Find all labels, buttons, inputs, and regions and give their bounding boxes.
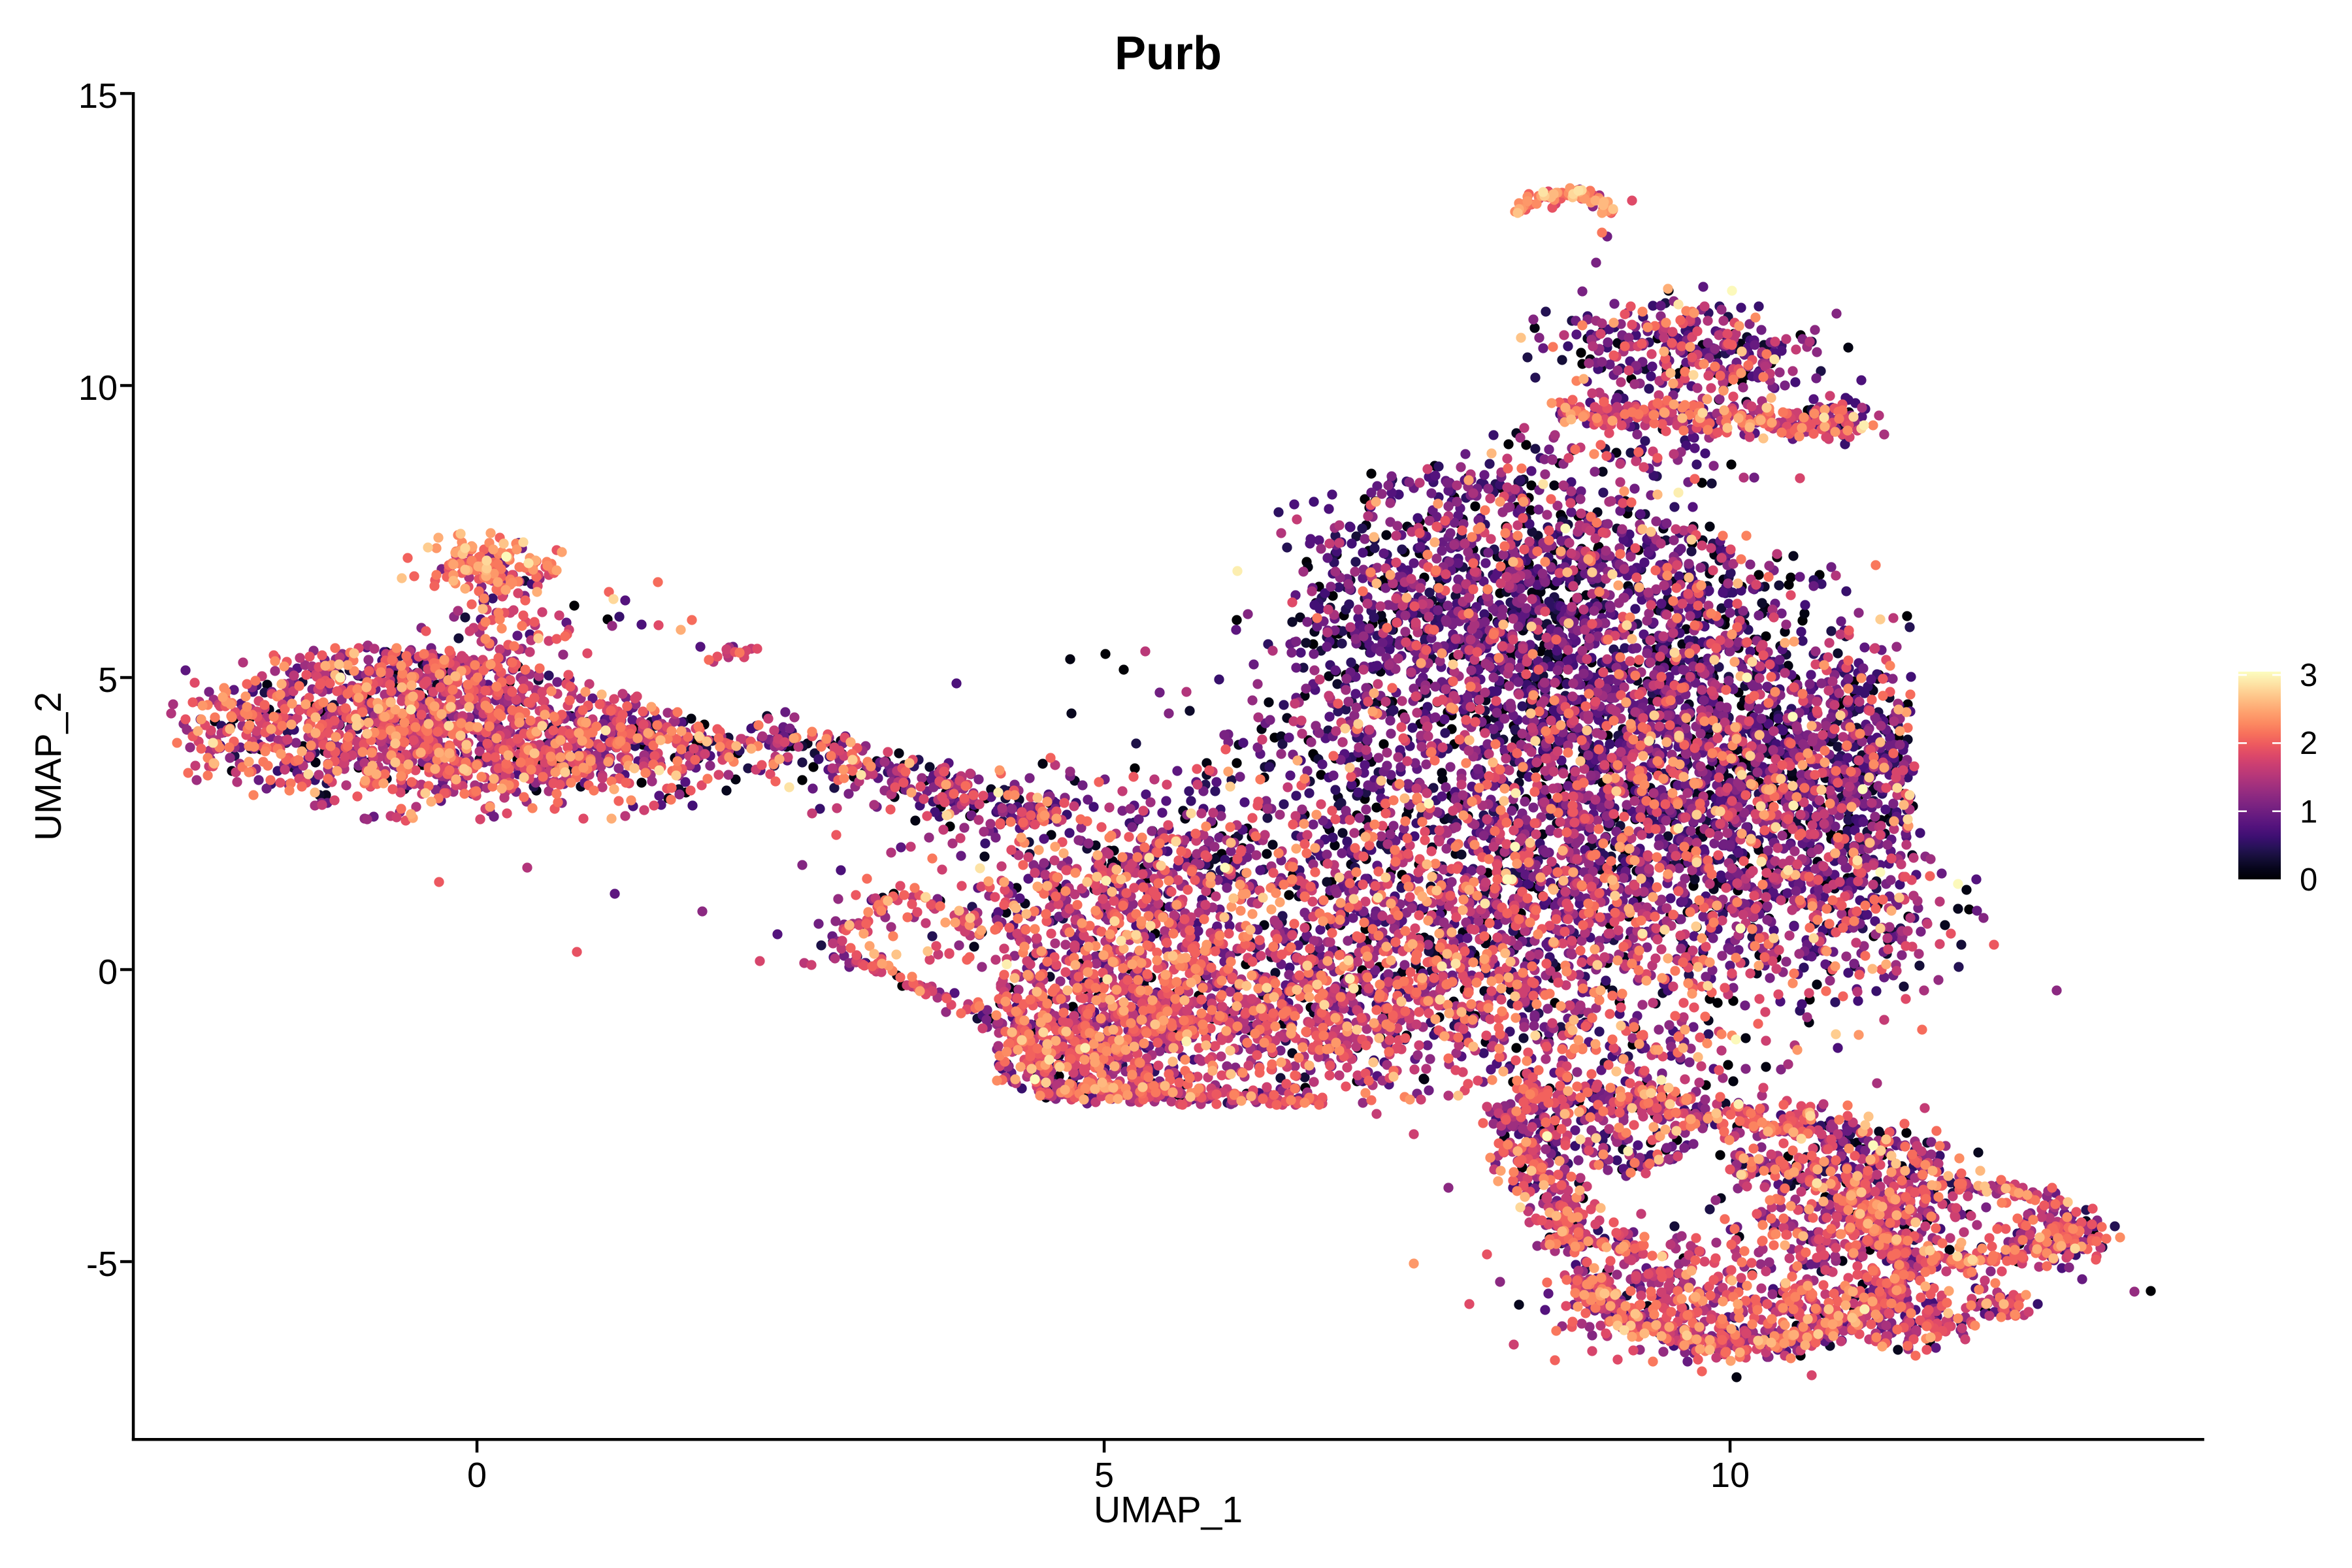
svg-text:1: 1 bbox=[2300, 794, 2317, 830]
svg-text:2: 2 bbox=[2300, 726, 2317, 761]
svg-text:15: 15 bbox=[78, 76, 118, 116]
svg-text:3: 3 bbox=[2300, 658, 2317, 693]
svg-text:5: 5 bbox=[1094, 1456, 1114, 1495]
svg-text:Purb: Purb bbox=[1115, 27, 1222, 80]
svg-text:UMAP_2: UMAP_2 bbox=[27, 692, 69, 841]
svg-text:10: 10 bbox=[1710, 1456, 1750, 1495]
svg-text:UMAP_1: UMAP_1 bbox=[1094, 1489, 1243, 1531]
svg-text:0: 0 bbox=[2300, 862, 2317, 898]
svg-text:5: 5 bbox=[98, 661, 118, 700]
svg-text:0: 0 bbox=[98, 953, 118, 992]
svg-text:-5: -5 bbox=[86, 1245, 118, 1284]
svg-text:0: 0 bbox=[467, 1456, 487, 1495]
svg-text:10: 10 bbox=[78, 368, 118, 408]
